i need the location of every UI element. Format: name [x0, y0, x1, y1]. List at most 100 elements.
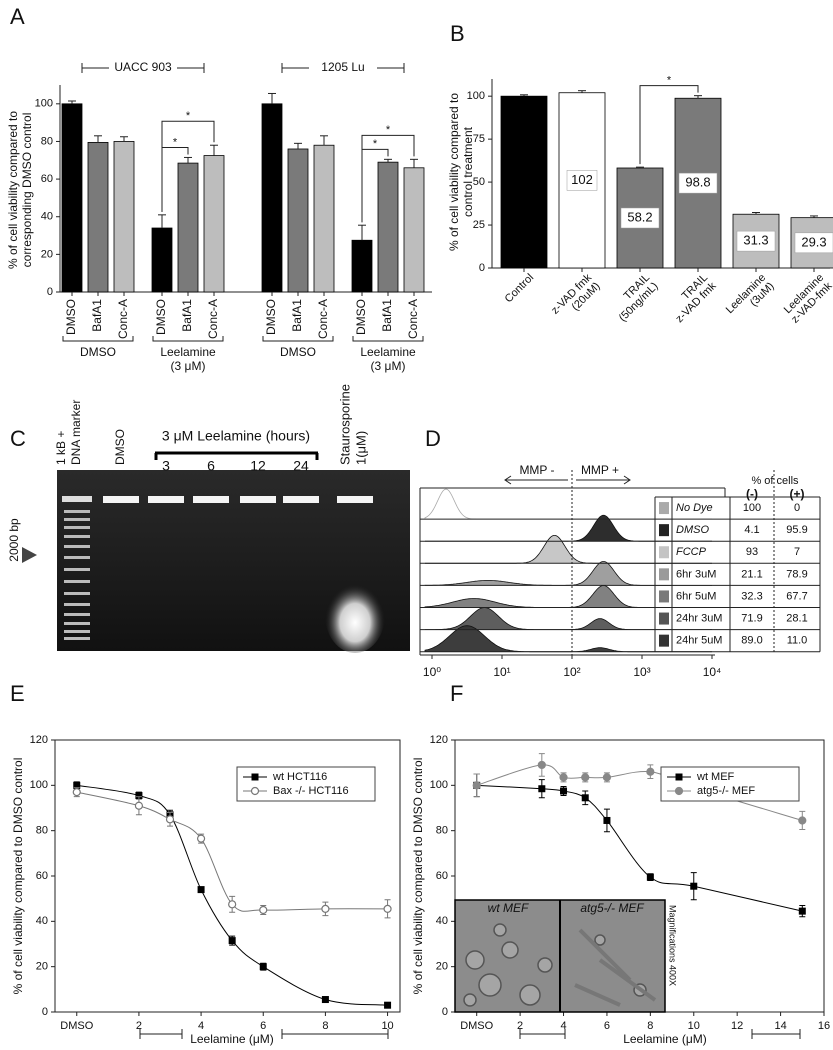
- ladder-band: [64, 613, 90, 616]
- subgroup-bracket: [262, 336, 334, 342]
- subgroup-bracket: [352, 336, 424, 342]
- inset-label: atg5-/- MEF: [580, 901, 644, 915]
- marker: [581, 794, 589, 802]
- x-tick-label: 10¹: [493, 665, 510, 679]
- x-tick-label: 10⁴: [703, 665, 722, 679]
- marker: [383, 904, 392, 913]
- ladder-band: [64, 622, 90, 625]
- treatment-label: 3 μM Leelamine (hours): [162, 428, 310, 444]
- row-value: 28.1: [786, 612, 807, 624]
- lane-label: 1 kB +: [54, 431, 68, 465]
- row-value: 11.0: [787, 635, 808, 647]
- y-tick-label: 0: [442, 1006, 448, 1018]
- x-tick-label: Control: [503, 272, 537, 306]
- row-name: 6hr 3uM: [676, 568, 716, 580]
- table-header: (-): [746, 487, 758, 501]
- x-tick-label: 12: [731, 1020, 743, 1032]
- marker: [134, 801, 144, 810]
- inset-note: Magnifications 400X: [668, 905, 678, 986]
- row-value: 93: [746, 546, 758, 558]
- x-tick-label: 6: [604, 1020, 610, 1032]
- marker: [646, 767, 655, 776]
- value-label-box: [736, 230, 776, 252]
- marker: [472, 781, 481, 790]
- x-tick-label: DMSO: [354, 299, 368, 335]
- row-swatch: [659, 612, 669, 625]
- well-band: [337, 496, 373, 503]
- row-value: 21.1: [741, 568, 762, 580]
- x-tick-label: 14: [774, 1020, 786, 1032]
- x-tick-label: DMSO: [64, 299, 78, 335]
- bar: [287, 148, 309, 293]
- row-value: 0: [794, 502, 800, 514]
- y-tick-label: 80: [436, 825, 448, 837]
- group-label: 1205 Lu: [321, 60, 364, 74]
- significance-bracket: [639, 85, 699, 165]
- y-tick-label: 0: [479, 262, 485, 274]
- legend-marker: [251, 773, 259, 781]
- cell: [519, 984, 541, 1006]
- y-tick-label: 60: [41, 173, 53, 185]
- x-tick-label: BafA1: [290, 299, 304, 332]
- subgroup-label: DMSO: [80, 345, 116, 359]
- significance-label: *: [173, 136, 178, 148]
- x-tick-label: DMSO: [264, 299, 278, 335]
- row-value: 89.0: [741, 635, 762, 647]
- subgroup-label: DMSO: [280, 345, 316, 359]
- row-value: 100: [743, 502, 761, 514]
- series-line: [476, 784, 803, 912]
- panel-letter: C: [10, 426, 26, 451]
- hour-label: 6: [207, 458, 215, 474]
- legend-label: wt MEF: [696, 771, 735, 783]
- marker: [690, 882, 698, 890]
- significance-label: *: [373, 138, 378, 150]
- marker: [646, 873, 654, 881]
- y-axis-label: % of cell viability compared to DMSO con…: [411, 758, 425, 995]
- flow-panel: [424, 488, 712, 653]
- value-label: 98.8: [685, 175, 710, 190]
- panel-letter: D: [425, 426, 441, 451]
- x-tick-label: 4: [198, 1020, 204, 1032]
- table-header: % of cells: [751, 475, 799, 487]
- well-band: [283, 496, 319, 503]
- row-value: 7: [794, 546, 800, 558]
- significance-label: *: [667, 75, 672, 87]
- legend-marker: [675, 773, 683, 781]
- gel-bands: [62, 496, 373, 640]
- hour-label: 24: [293, 458, 309, 474]
- marker: [72, 788, 81, 797]
- ladder-band: [64, 510, 90, 513]
- series-line: [76, 791, 388, 912]
- lane-label: Staurosporine: [337, 384, 352, 465]
- subgroup-label: (3 μM): [371, 359, 406, 373]
- x-tick-label: 16: [818, 1020, 830, 1032]
- cell: [598, 958, 657, 1002]
- marker: [602, 773, 612, 782]
- cell: [501, 941, 519, 959]
- bar: [203, 155, 225, 293]
- y-tick-label: 100: [430, 779, 448, 791]
- inset-label: wt MEF: [488, 901, 529, 915]
- value-label: 58.2: [627, 209, 652, 224]
- ladder-band: [64, 526, 90, 529]
- row-value: 4.1: [744, 524, 759, 536]
- y-tick-label: 120: [430, 734, 448, 746]
- bar: [177, 162, 199, 293]
- y-tick-label: 50: [473, 176, 485, 188]
- lane-label: DMSO: [113, 429, 127, 465]
- ladder-band: [64, 603, 90, 606]
- cell: [465, 950, 485, 970]
- y-axis-label: % of cell viability compared to DMSO con…: [11, 758, 25, 995]
- y-tick-label: 0: [47, 286, 53, 298]
- y-tick-label: 40: [436, 915, 448, 927]
- panel-letter: B: [450, 21, 465, 46]
- y-tick-label: 80: [41, 135, 53, 147]
- bar: [261, 103, 283, 293]
- row-value: 32.3: [741, 590, 762, 602]
- y-tick-label: 120: [30, 734, 48, 746]
- series-line: [76, 784, 388, 1006]
- marker: [560, 787, 568, 795]
- x-axis-label: Leelamine (μM): [190, 1032, 274, 1046]
- hour-label: 12: [250, 458, 266, 474]
